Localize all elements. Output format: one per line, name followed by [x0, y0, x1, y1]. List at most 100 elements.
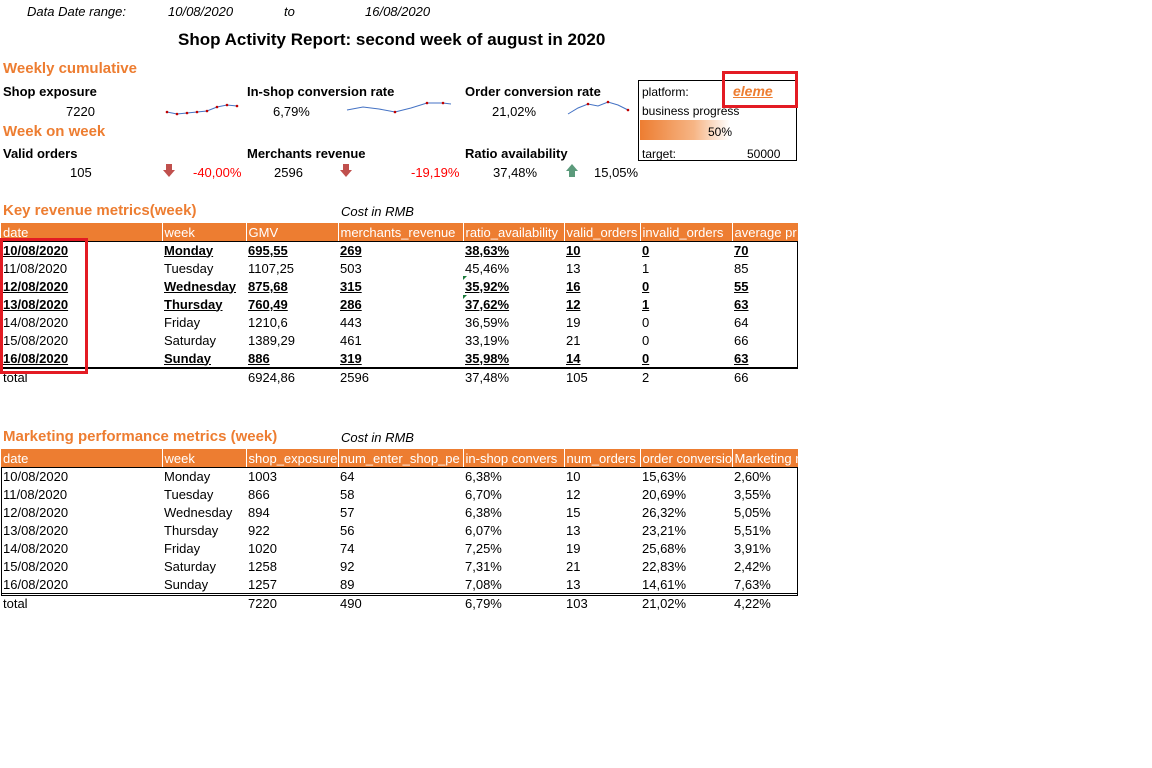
table-cell-orders[interactable]: 19	[566, 540, 581, 556]
column-header[interactable]: merchants_revenue	[338, 223, 464, 241]
column-header[interactable]: num_orders	[564, 449, 641, 467]
table-cell-exp[interactable]: 894	[248, 504, 270, 520]
column-header[interactable]: Marketing r	[732, 449, 799, 467]
table-cell-date[interactable]: 13/08/2020	[3, 522, 69, 538]
table-cell-avg[interactable]: 66	[734, 332, 749, 348]
table-cell-week[interactable]: Wednesday	[164, 278, 237, 294]
table-cell-week[interactable]: Monday	[164, 242, 214, 258]
table-cell-date[interactable]: 13/08/2020	[3, 296, 69, 312]
table-cell-orders[interactable]: 12	[566, 486, 581, 502]
column-header[interactable]: week	[162, 449, 247, 467]
table-cell-ratio[interactable]: 37,62%	[465, 296, 510, 312]
table-total-cell-oconv[interactable]: 21,02%	[640, 593, 732, 612]
table-cell-mkt[interactable]: 5,51%	[734, 522, 771, 538]
column-header[interactable]: in-shop convers	[463, 449, 565, 467]
table-cell-avg[interactable]: 55	[734, 278, 749, 294]
table-cell-oconv[interactable]: 20,69%	[642, 486, 687, 502]
table-cell-mkt[interactable]: 5,05%	[734, 504, 771, 520]
table-cell-week[interactable]: Sunday	[164, 350, 211, 366]
table-cell-oconv[interactable]: 26,32%	[642, 504, 687, 520]
platform-value-link[interactable]: eleme	[733, 83, 773, 99]
table-cell-oconv[interactable]: 23,21%	[642, 522, 687, 538]
table-cell-week[interactable]: Tuesday	[164, 486, 214, 502]
table-cell-week[interactable]: Thursday	[164, 522, 219, 538]
table-cell-rev[interactable]: 461	[340, 332, 362, 348]
table-cell-ratio[interactable]: 33,19%	[465, 332, 510, 348]
table-cell-enter[interactable]: 89	[340, 576, 355, 592]
table-cell-valid[interactable]: 14	[566, 350, 581, 366]
column-header[interactable]: valid_orders	[564, 223, 641, 241]
table-cell-avg[interactable]: 70	[734, 242, 749, 258]
table-cell-date[interactable]: 11/08/2020	[3, 486, 68, 502]
table-cell-orders[interactable]: 21	[566, 558, 581, 574]
table-cell-enter[interactable]: 57	[340, 504, 355, 520]
table-cell-rev[interactable]: 503	[340, 260, 362, 276]
table-cell-avg[interactable]: 64	[734, 314, 749, 330]
table-cell-date[interactable]: 15/08/2020	[3, 332, 69, 348]
table-cell-gmv[interactable]: 1210,6	[248, 314, 288, 330]
column-header[interactable]: ratio_availability	[463, 223, 565, 241]
table-cell-exp[interactable]: 866	[248, 486, 270, 502]
table-cell-invalid[interactable]: 1	[642, 296, 650, 312]
table-cell-gmv[interactable]: 695,55	[248, 242, 288, 258]
table-cell-avg[interactable]: 85	[734, 260, 749, 276]
table-cell-mkt[interactable]: 2,42%	[734, 558, 771, 574]
table-cell-ratio[interactable]: 45,46%	[465, 260, 510, 276]
table-cell-week[interactable]: Sunday	[164, 576, 209, 592]
table-cell-mkt[interactable]: 2,60%	[734, 468, 771, 484]
table-cell-invalid[interactable]: 1	[642, 260, 650, 276]
table-cell-week[interactable]: Friday	[164, 314, 201, 330]
table-total-cell-week[interactable]	[162, 367, 246, 386]
table-cell-valid[interactable]: 10	[566, 242, 581, 258]
table-cell-week[interactable]: Saturday	[164, 558, 217, 574]
table-cell-date[interactable]: 14/08/2020	[3, 314, 69, 330]
table-cell-date[interactable]: 11/08/2020	[3, 260, 68, 276]
table-cell-gmv[interactable]: 875,68	[248, 278, 288, 294]
table-cell-enter[interactable]: 58	[340, 486, 355, 502]
table-cell-insh[interactable]: 7,08%	[465, 576, 502, 592]
column-header[interactable]: invalid_orders	[640, 223, 733, 241]
table-cell-valid[interactable]: 21	[566, 332, 581, 348]
column-header[interactable]: shop_exposure	[246, 449, 339, 467]
table-total-cell-ratio[interactable]: 37,48%	[463, 367, 564, 386]
table-total-cell-gmv[interactable]: 6924,86	[246, 367, 338, 386]
table-cell-week[interactable]: Tuesday	[164, 260, 214, 276]
table-cell-ratio[interactable]: 35,98%	[465, 350, 510, 366]
table-cell-ratio[interactable]: 35,92%	[465, 278, 510, 294]
table-total-cell-valid[interactable]: 105	[564, 367, 640, 386]
table-cell-enter[interactable]: 92	[340, 558, 355, 574]
table-total-cell-rev[interactable]: 2596	[338, 367, 463, 386]
table-cell-rev[interactable]: 286	[340, 296, 362, 312]
table-cell-exp[interactable]: 1258	[248, 558, 277, 574]
table-cell-orders[interactable]: 13	[566, 576, 581, 592]
table-cell-gmv[interactable]: 1389,29	[248, 332, 295, 348]
table-cell-week[interactable]: Monday	[164, 468, 211, 484]
table-cell-avg[interactable]: 63	[734, 350, 749, 366]
table-cell-oconv[interactable]: 25,68%	[642, 540, 687, 556]
table-cell-week[interactable]: Friday	[164, 540, 201, 556]
table-cell-orders[interactable]: 10	[566, 468, 581, 484]
table-cell-gmv[interactable]: 1107,25	[248, 260, 295, 276]
table-cell-week[interactable]: Saturday	[164, 332, 217, 348]
table-total-cell-avg[interactable]: 66	[732, 367, 798, 386]
table-cell-rev[interactable]: 315	[340, 278, 362, 294]
table-cell-rev[interactable]: 319	[340, 350, 362, 366]
table-cell-insh[interactable]: 6,07%	[465, 522, 502, 538]
table-cell-insh[interactable]: 6,38%	[465, 468, 502, 484]
column-header[interactable]: date	[1, 449, 163, 467]
table-cell-date[interactable]: 16/08/2020	[3, 350, 69, 366]
table-cell-date[interactable]: 12/08/2020	[3, 504, 69, 520]
column-header[interactable]: average pr	[732, 223, 799, 241]
table-cell-valid[interactable]: 12	[566, 296, 581, 312]
table-cell-ratio[interactable]: 36,59%	[465, 314, 510, 330]
table-cell-invalid[interactable]: 0	[642, 314, 650, 330]
table-total-cell-exp[interactable]: 7220	[246, 593, 338, 612]
table-cell-invalid[interactable]: 0	[642, 350, 650, 366]
table-cell-gmv[interactable]: 886	[248, 350, 270, 366]
table-cell-ratio[interactable]: 38,63%	[465, 242, 510, 258]
table-cell-date[interactable]: 10/08/2020	[3, 242, 69, 258]
table-total-cell-date[interactable]: total	[1, 593, 162, 612]
table-cell-avg[interactable]: 63	[734, 296, 749, 312]
table-cell-insh[interactable]: 7,31%	[465, 558, 502, 574]
table-cell-enter[interactable]: 74	[340, 540, 355, 556]
